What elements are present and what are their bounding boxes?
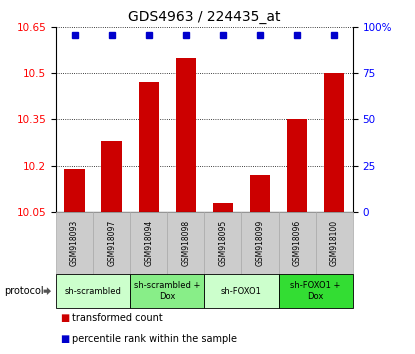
Text: protocol: protocol — [4, 286, 44, 296]
Text: GSM918098: GSM918098 — [181, 220, 190, 267]
Bar — [324, 73, 344, 212]
Text: GSM918097: GSM918097 — [107, 220, 116, 267]
Bar — [139, 82, 159, 212]
Bar — [250, 175, 270, 212]
Bar — [287, 120, 308, 212]
Text: sh-scrambled: sh-scrambled — [65, 287, 122, 296]
Text: sh-FOXO1: sh-FOXO1 — [221, 287, 262, 296]
Bar — [64, 169, 85, 212]
Bar — [101, 141, 122, 212]
Text: GSM918095: GSM918095 — [218, 220, 227, 267]
Text: transformed count: transformed count — [72, 313, 163, 323]
Text: ■: ■ — [60, 334, 69, 344]
Title: GDS4963 / 224435_at: GDS4963 / 224435_at — [128, 10, 281, 24]
Text: GSM918093: GSM918093 — [70, 220, 79, 267]
Text: percentile rank within the sample: percentile rank within the sample — [72, 334, 237, 344]
Text: GSM918099: GSM918099 — [256, 220, 264, 267]
Text: sh-scrambled +
Dox: sh-scrambled + Dox — [134, 281, 200, 301]
Text: GSM918096: GSM918096 — [293, 220, 302, 267]
Bar — [213, 203, 233, 212]
Text: sh-FOXO1 +
Dox: sh-FOXO1 + Dox — [290, 281, 341, 301]
Bar — [176, 57, 196, 212]
Text: GSM918100: GSM918100 — [330, 220, 339, 267]
Text: ■: ■ — [60, 313, 69, 323]
Text: GSM918094: GSM918094 — [144, 220, 153, 267]
